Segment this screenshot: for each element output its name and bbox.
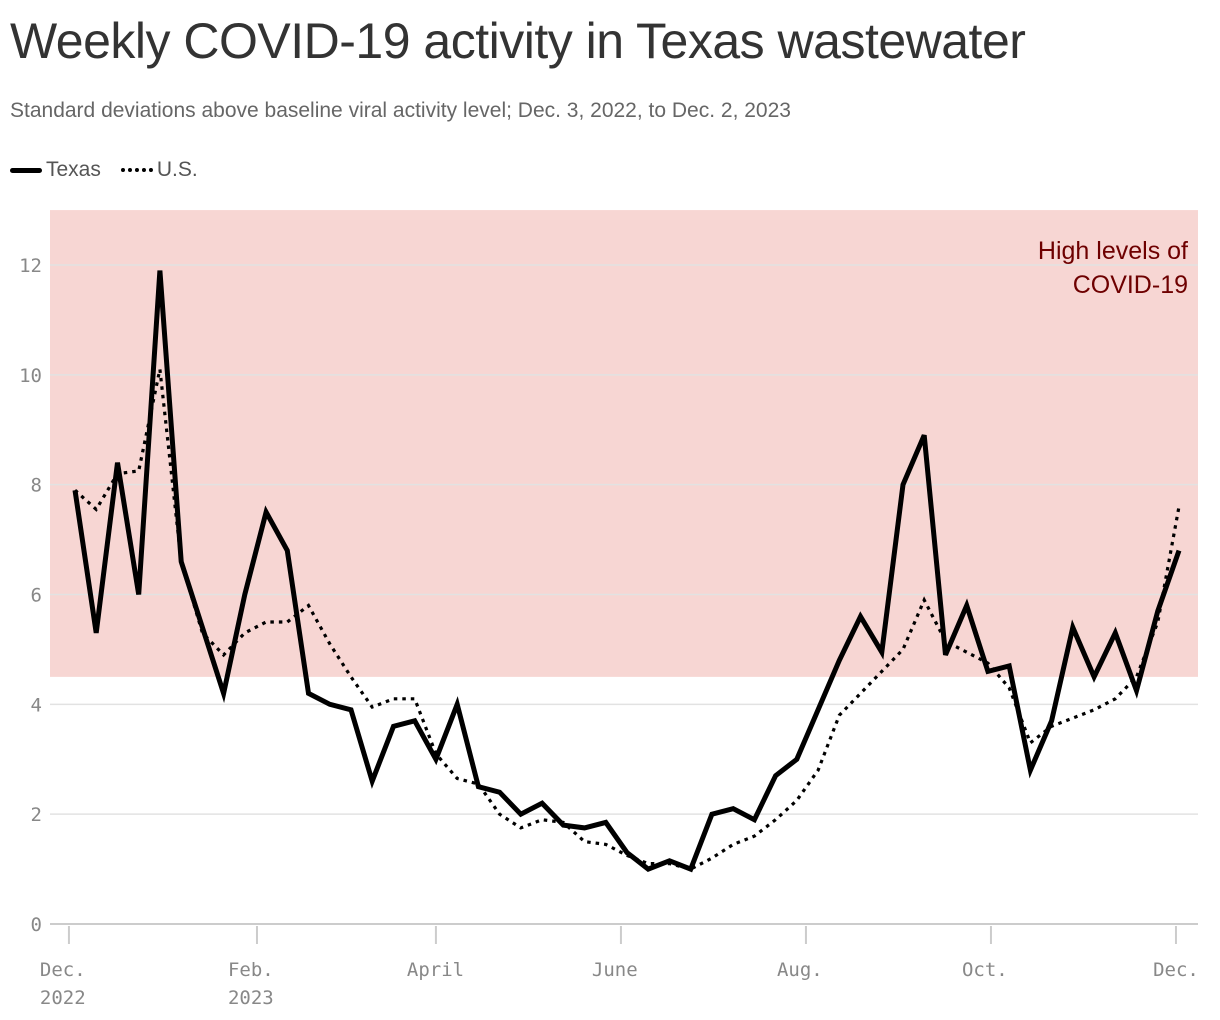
chart-title: Weekly COVID-19 activity in Texas wastew… — [10, 13, 1026, 69]
y-tick-label-10: 10 — [19, 365, 42, 387]
x-tick-label-2-0: April — [407, 959, 464, 981]
y-tick-label-8: 8 — [31, 475, 42, 497]
x-tick-label-1-1: 2023 — [228, 987, 274, 1009]
x-tick-label-6-0: Dec. — [1153, 959, 1199, 981]
legend-label-texas: Texas — [46, 158, 101, 181]
x-tick-label-0-0: Dec. — [40, 959, 86, 981]
chart-subtitle: Standard deviations above baseline viral… — [10, 99, 791, 122]
legend: Texas U.S. — [10, 157, 218, 183]
legend-item-texas: Texas — [10, 158, 101, 182]
x-tick-label-0-1: 2022 — [40, 987, 86, 1009]
band-label-line-1: COVID-19 — [1073, 271, 1188, 299]
y-tick-label-6: 6 — [31, 585, 42, 607]
y-tick-label-12: 12 — [19, 255, 42, 277]
y-tick-label-0: 0 — [31, 914, 42, 936]
x-tick-label-4-0: Aug. — [777, 959, 823, 981]
series-line-us — [73, 368, 1181, 871]
high-level-band — [50, 210, 1198, 677]
x-tick-label-3-0: June — [592, 959, 638, 981]
y-tick-label-4: 4 — [31, 694, 42, 716]
line-chart: 0 2 4 6 8 10 12 High levels of COVID-19 Dec. 2022 F… — [19, 210, 1199, 1009]
legend-label-us: U.S. — [156, 158, 198, 181]
legend-swatch-dotted — [120, 168, 153, 172]
y-tick-label-2: 2 — [31, 804, 42, 826]
legend-item-us: U.S. — [120, 158, 198, 182]
x-tick-label-1-0: Feb. — [228, 959, 274, 981]
x-tick-label-5-0: Oct. — [962, 959, 1008, 981]
legend-swatch-solid — [10, 167, 42, 173]
band-label-line-0: High levels of — [1038, 237, 1188, 265]
